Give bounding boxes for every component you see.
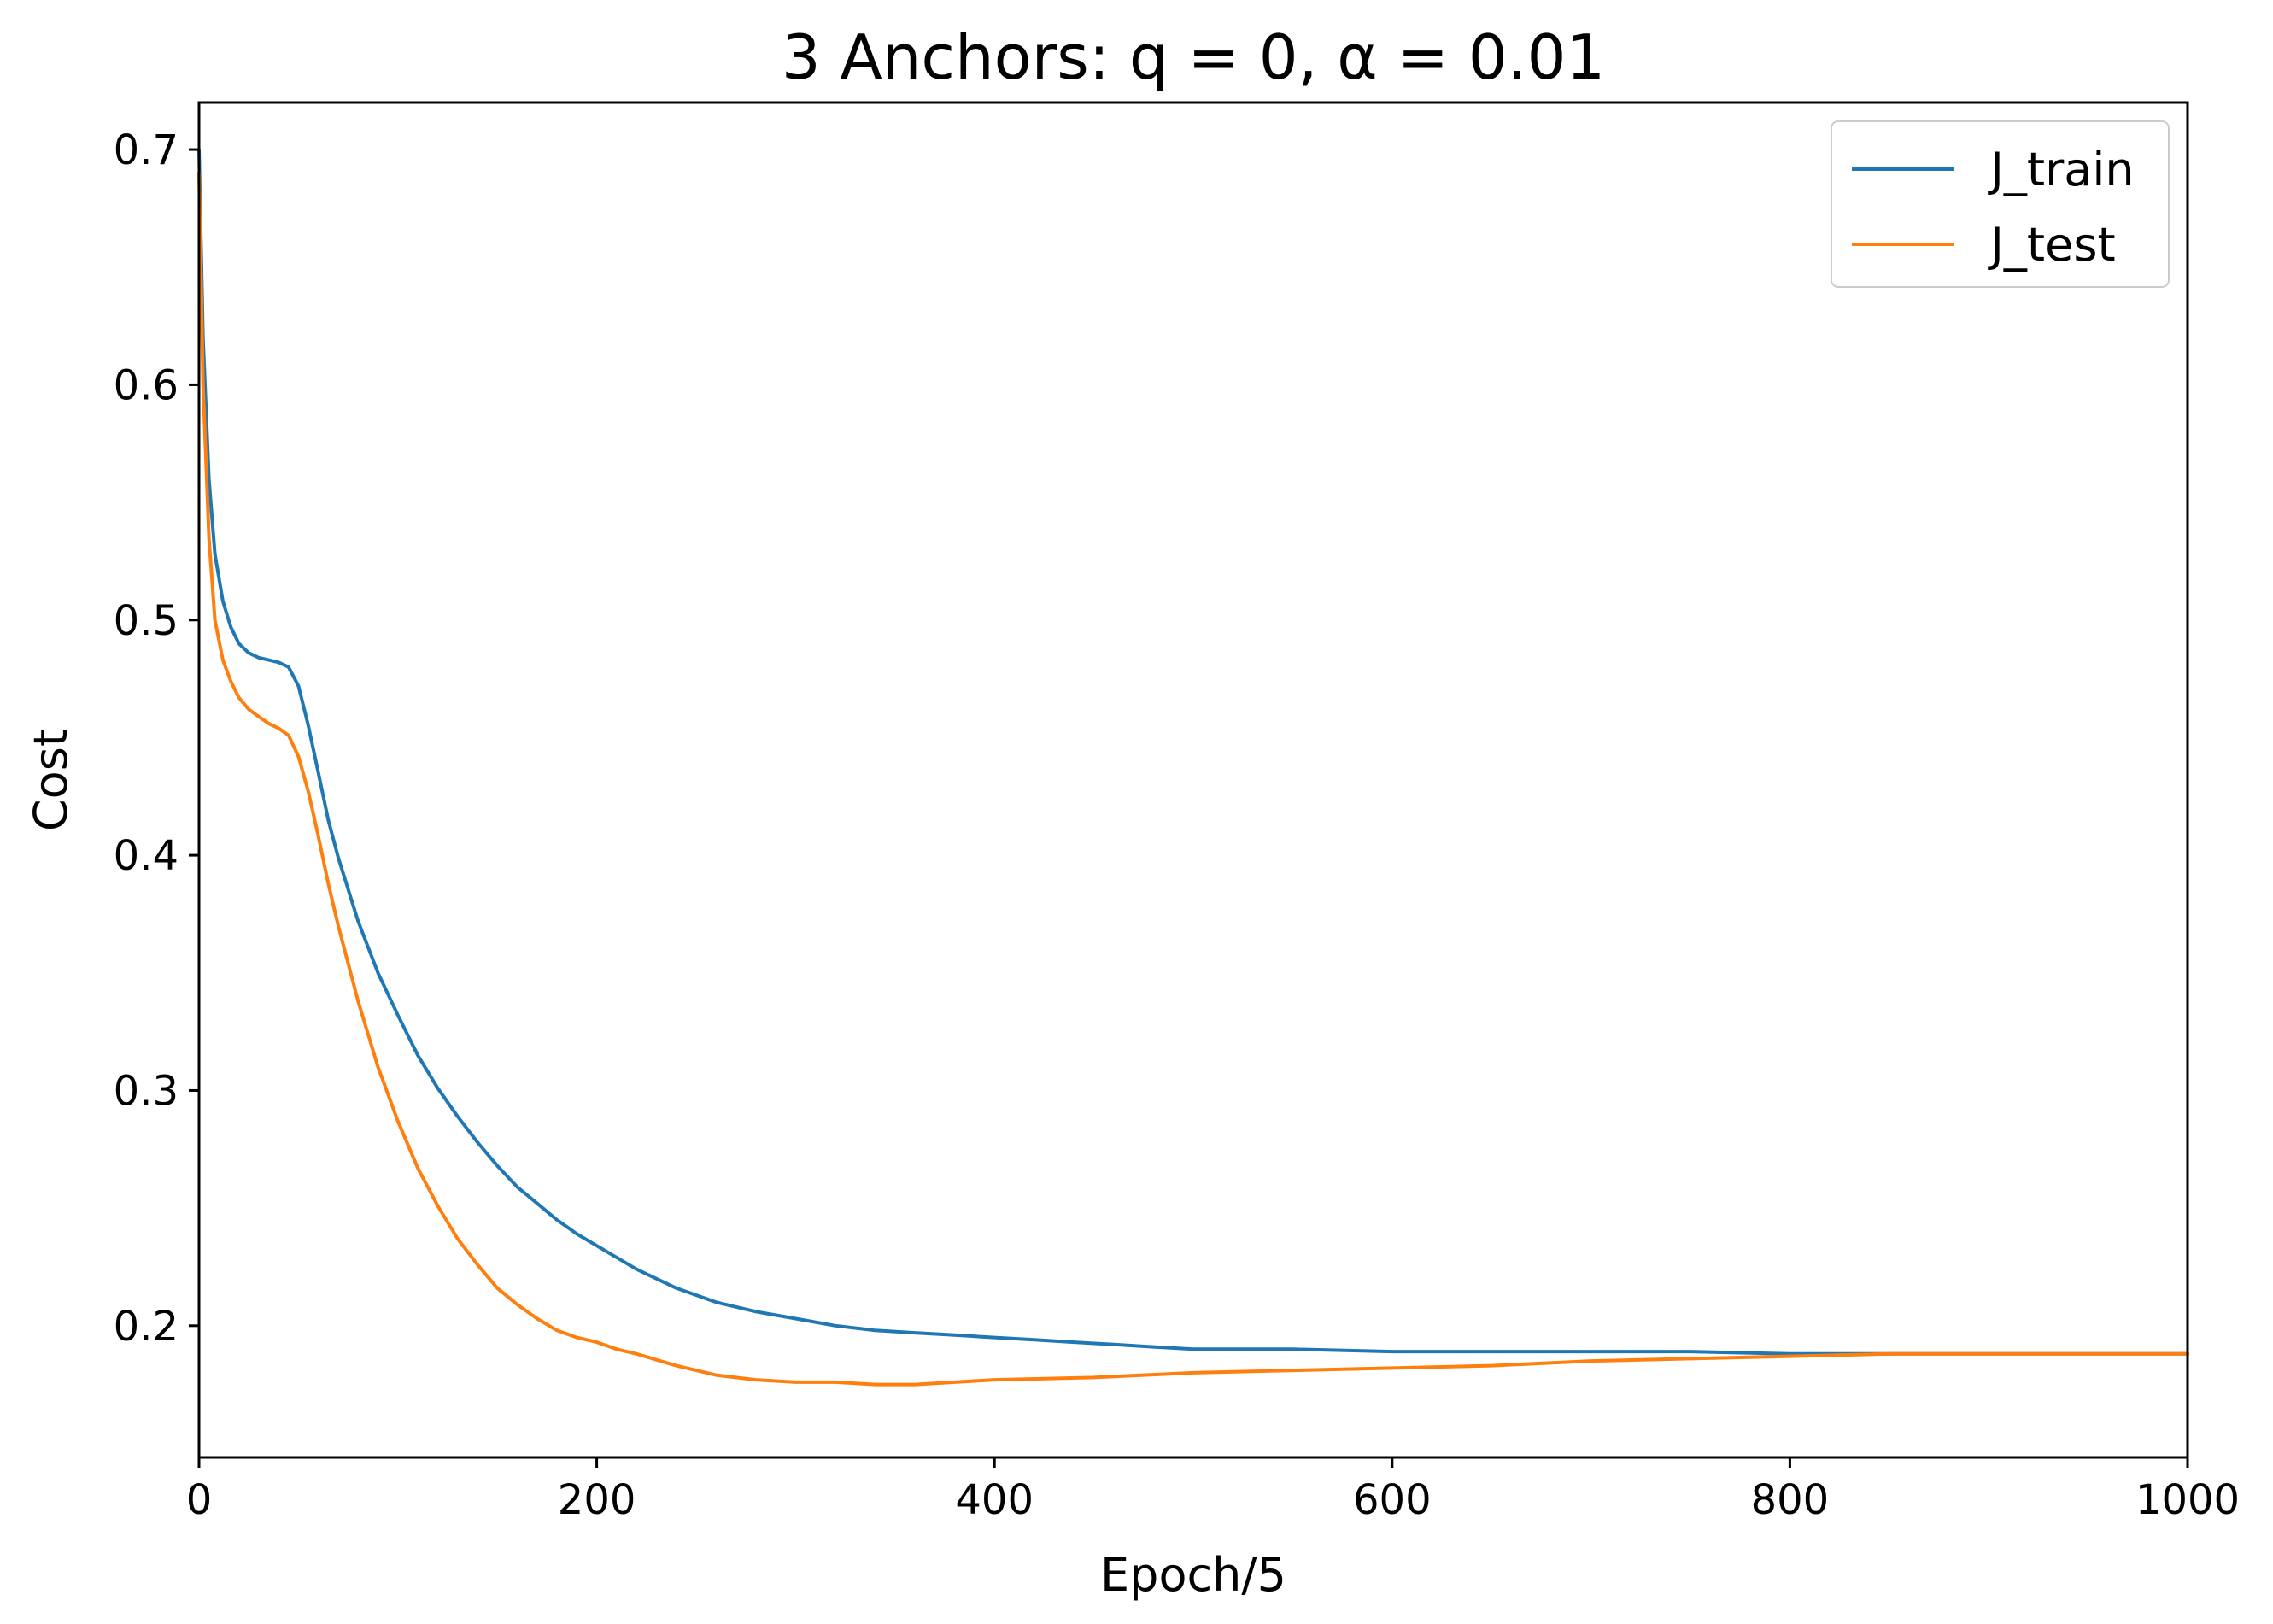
- x-tick-label: 1000: [2135, 1476, 2240, 1524]
- x-tick-label: 200: [558, 1476, 636, 1524]
- x-axis: 0 200 400 600 800 1000: [186, 1457, 2240, 1524]
- plot-frame: [197, 101, 2189, 1459]
- y-tick-label: 0.4: [114, 832, 179, 880]
- y-tick-label: 0.6: [114, 361, 179, 409]
- legend-label-j-train: J_train: [1988, 143, 2135, 196]
- legend-label-j-test: J_test: [1988, 218, 2116, 272]
- chart-title: 3 Anchors: q = 0, α = 0.01: [782, 21, 1605, 93]
- series-line-j-train: [197, 148, 2189, 1356]
- y-tick-label: 0.5: [114, 597, 179, 645]
- x-tick-label: 600: [1353, 1476, 1432, 1524]
- y-tick-label: 0.7: [114, 126, 179, 174]
- x-tick-label: 0: [186, 1476, 213, 1524]
- y-tick-label: 0.3: [114, 1067, 179, 1115]
- x-tick-label: 800: [1751, 1476, 1830, 1524]
- x-axis-label: Epoch/5: [1100, 1548, 1286, 1602]
- legend: J_train J_test: [1831, 120, 2170, 288]
- y-tick-label: 0.2: [114, 1303, 179, 1351]
- x-tick-label: 400: [955, 1476, 1034, 1524]
- y-axis: 0.2 0.3 0.4 0.5 0.6 0.7: [114, 126, 199, 1351]
- series-line-j-test: [197, 171, 2189, 1387]
- series-layer: [197, 148, 2189, 1387]
- y-axis-label: Cost: [24, 729, 78, 831]
